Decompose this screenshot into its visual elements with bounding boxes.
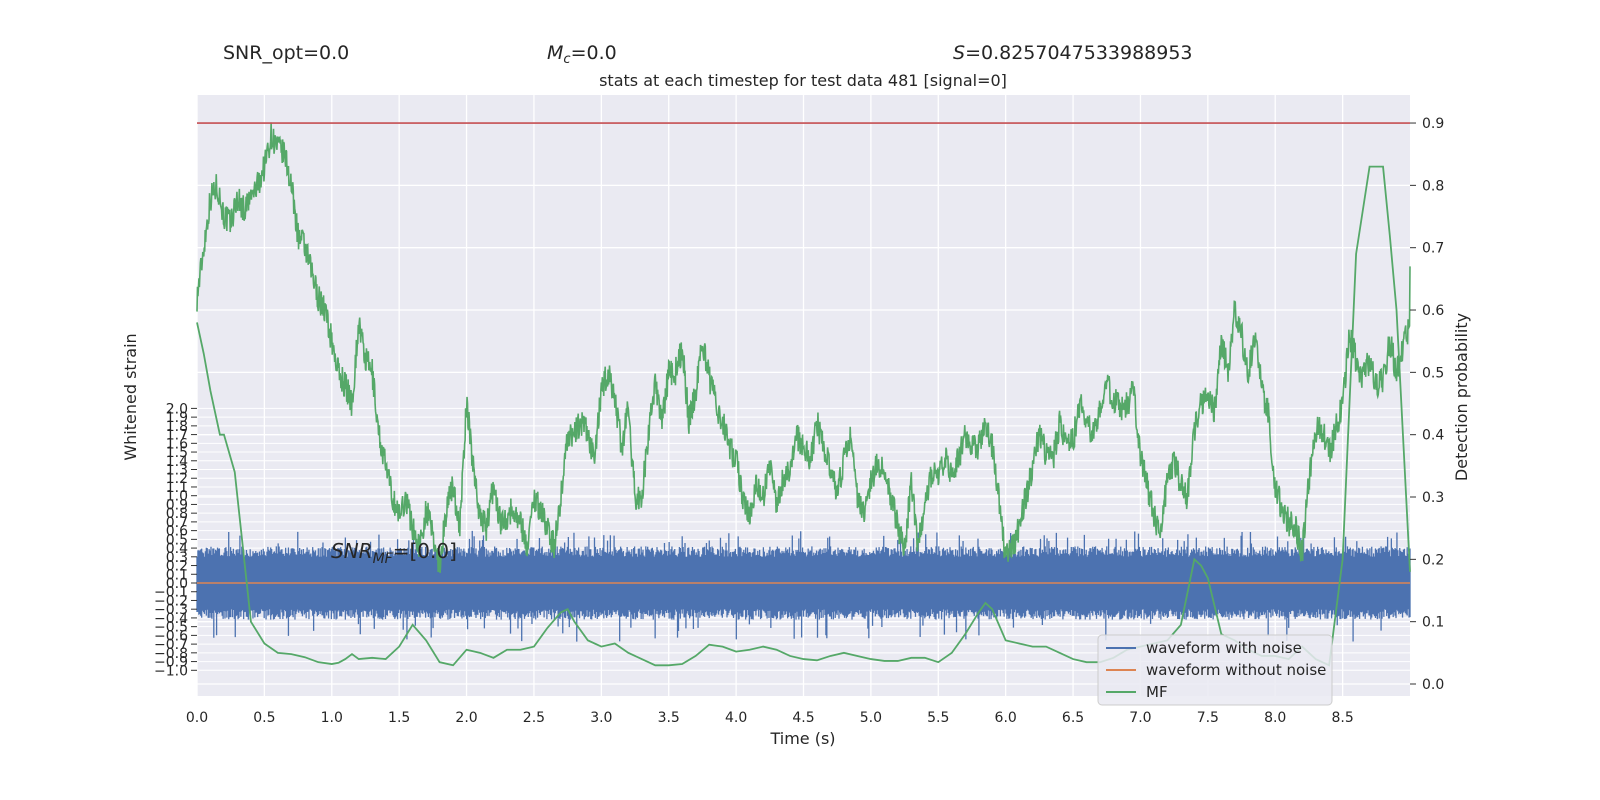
y-right-tick-label: 0.1 [1422,615,1444,631]
y-right-tick-label: 0.0 [1422,677,1444,693]
legend-box [1097,634,1333,706]
y-left-tick-label: 0.5 [166,532,188,548]
y-left-tick-label: −0.7 [154,637,188,653]
y-left-tick-label: 1.4 [166,454,188,470]
y-right-axis-label: Detection probability [1452,313,1471,481]
snr-opt-label: SNR_opt=0.0 [223,42,349,64]
x-tick-label: 4.0 [725,710,747,726]
x-axis-ticks: 0.0 0.5 1.0 1.5 2.0 2.5 3.0 3.5 4.0 4.5 5.0 5.5 6.0 6… [186,710,1354,726]
snr-mf-annotation: SNRMF=[0.0] [331,539,457,567]
y-left-tick-label: −0.3 [154,602,188,618]
legend-label-noise: waveform with noise [1146,639,1302,657]
y-left-tick-label: 1.9 [166,410,188,426]
y-left-tick-label: 0.1 [166,567,188,583]
y-left-tick-label: −0.6 [154,628,188,644]
y-left-tick-label: 0.0 [166,576,188,592]
snr-mf-sub: MF [373,551,394,567]
detection-probability-curve [196,122,1411,574]
x-tick-label: 7.5 [1197,710,1219,726]
series-detection-probability [196,122,1411,574]
y-right-tick-label: 0.5 [1422,365,1444,381]
chirp-mass-sub: c [563,52,570,67]
legend-label-clean: waveform without noise [1146,661,1326,679]
y-left-tick-label: −0.4 [154,611,188,627]
chirp-mass-value: =0.0 [571,42,617,64]
x-tick-label: 2.0 [455,710,477,726]
y-left-tick-label: 1.7 [166,428,188,444]
y-left-tick-label: 1.5 [166,445,188,461]
x-axis-label: Time (s) [769,729,835,748]
x-tick-label: 5.0 [860,710,882,726]
x-tick-label: 4.5 [792,710,814,726]
y-right-tick-label: 0.7 [1422,241,1444,257]
y-right-tick-label: 0.6 [1422,303,1444,319]
x-tick-label: 0.0 [186,710,208,726]
x-tick-label: 3.0 [590,710,612,726]
y-right-tick-label: 0.3 [1422,490,1444,506]
y-left-tick-label: 1.8 [166,419,188,435]
y-right-tick-label: 0.2 [1422,552,1444,568]
x-tick-label: 2.5 [523,710,545,726]
statistic-s-label: S=0.8257047533988953 [953,42,1193,64]
y-left-tick-label: 0.4 [166,541,188,557]
x-tick-label: 0.5 [253,710,275,726]
mf-curve [196,165,1411,667]
y-left-tick-label: −1.0 [154,663,188,679]
chirp-mass-symbol: M [547,42,563,64]
y-left-tick-label: −0.8 [154,646,188,662]
chirp-mass-label: Mc=0.0 [547,42,617,67]
x-tick-label: 1.0 [321,710,343,726]
legend-label-mf: MF [1146,683,1168,701]
y-left-tick-label: 0.2 [166,559,188,575]
y-left-tick-label: 1.0 [166,489,188,505]
y-left-tick-label: 0.9 [166,497,188,513]
statistic-s-symbol: S [953,42,965,64]
y-left-tick-label: −0.9 [154,655,188,671]
x-tick-label: 1.5 [388,710,410,726]
y-left-tick-label: −0.5 [154,620,188,636]
x-tick-label: 6.5 [1062,710,1084,726]
x-tick-label: 3.5 [658,710,680,726]
x-tick-label: 8.5 [1331,710,1353,726]
y-left-tick-label: 1.3 [166,463,188,479]
chart-subtitle: stats at each timestep for test data 481… [599,71,1007,90]
statistic-s-value: =0.8257047533988953 [965,42,1192,64]
series-mf [196,165,1411,667]
y-left-tick-label: 1.2 [166,471,188,487]
y-left-tick-label: −0.1 [154,585,188,601]
y-left-tick-label: 0.6 [166,524,188,540]
snr-mf-prefix: SNR [331,539,373,563]
y-left-tick-label: 1.1 [166,480,188,496]
snr-mf-value: =[0.0] [393,539,457,563]
x-tick-label: 7.0 [1129,710,1151,726]
y-right-axis-ticks: 0.0 0.1 0.2 0.3 0.4 0.5 0.6 0.7 0.8 0.9 [1410,116,1444,693]
y-left-tick-label: 0.8 [166,506,188,522]
x-tick-label: 6.0 [995,710,1017,726]
y-right-tick-label: 0.8 [1422,178,1444,194]
x-tick-label: 8.0 [1264,710,1286,726]
y-left-tick-label: −0.2 [154,593,188,609]
y-left-axis-label: Whitened strain [121,333,140,460]
x-tick-label: 5.5 [927,710,949,726]
y-left-tick-label: 2.0 [166,401,188,417]
y-left-tick-label: 0.7 [166,515,188,531]
y-right-tick-label: 0.4 [1422,428,1444,444]
y-left-axis-ticks: −1.0−0.9−0.8−0.7−0.6−0.5−0.4−0.3−0.2−0.1… [154,401,197,679]
legend: waveform with noise waveform without noi… [1097,634,1333,706]
y-right-tick-label: 0.9 [1422,116,1444,132]
y-left-tick-label: 1.6 [166,436,188,452]
y-left-tick-label: 0.3 [166,550,188,566]
